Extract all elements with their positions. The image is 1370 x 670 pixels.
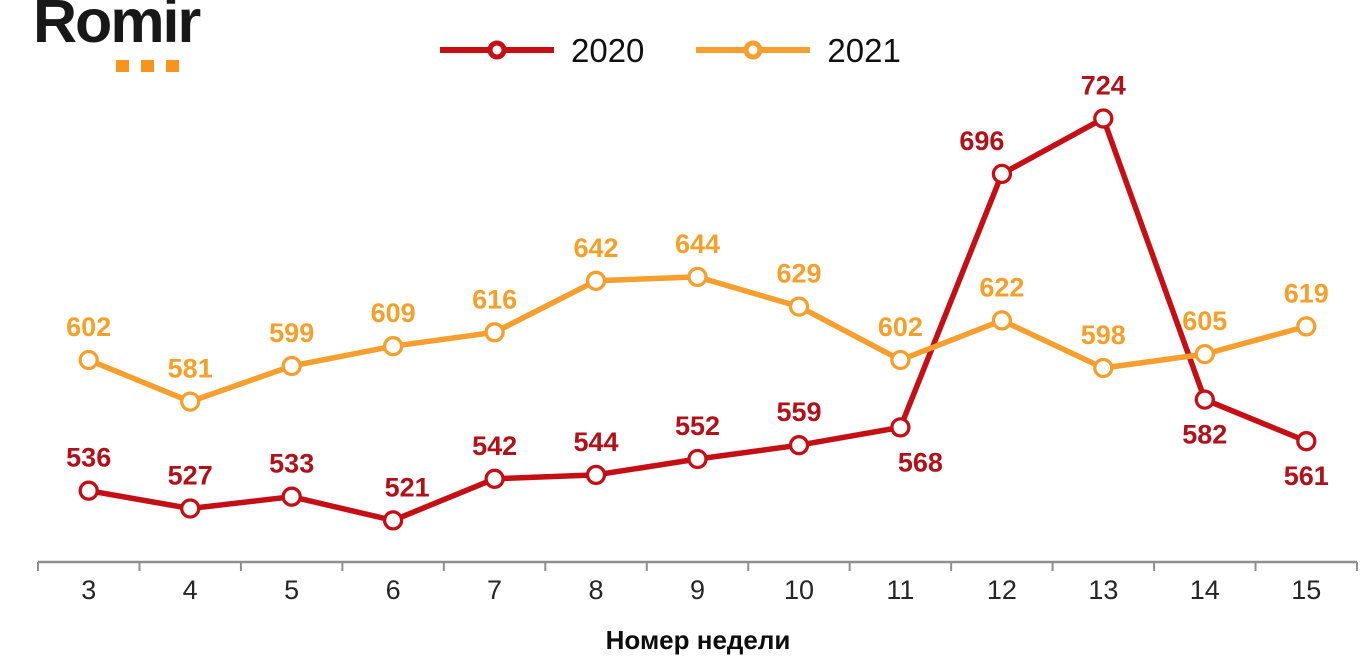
series-2020-marker bbox=[180, 498, 201, 519]
series-2020-marker bbox=[890, 417, 911, 438]
series-2020-marker bbox=[1194, 389, 1215, 410]
x-tick-label: 4 bbox=[183, 575, 198, 605]
legend-label-2021: 2021 bbox=[827, 31, 901, 69]
series-2021-marker bbox=[281, 355, 302, 377]
series-2021-data-label: 616 bbox=[472, 284, 517, 314]
series-2020-data-label: 696 bbox=[959, 126, 1004, 156]
series-2020-marker bbox=[78, 480, 99, 501]
series-2021-marker bbox=[78, 349, 99, 371]
series-2021-marker bbox=[1093, 357, 1114, 379]
series-2021-marker bbox=[687, 266, 708, 288]
series-2021-marker bbox=[484, 322, 505, 343]
legend-item-2020: 2020 bbox=[438, 33, 644, 67]
series-2021-data-label: 602 bbox=[878, 312, 923, 342]
x-tick-label: 9 bbox=[690, 575, 705, 605]
x-tick-label: 10 bbox=[784, 575, 814, 605]
logo-dot-icon bbox=[166, 60, 179, 72]
series-2021-marker bbox=[890, 349, 911, 371]
x-tick-label: 6 bbox=[386, 575, 401, 605]
x-tick-label: 12 bbox=[987, 575, 1017, 605]
series-2021-data-label: 622 bbox=[979, 272, 1024, 302]
series-2020-data-label: 724 bbox=[1081, 71, 1126, 101]
series-2021-data-label: 629 bbox=[776, 259, 821, 289]
series-2020-data-label: 582 bbox=[1182, 420, 1227, 450]
chart-legend: 2020 2021 bbox=[438, 33, 901, 67]
romir-logo-text: Romir bbox=[33, 0, 201, 55]
series-2021-marker bbox=[991, 310, 1013, 331]
x-tick-label: 11 bbox=[886, 575, 914, 605]
x-tick-label: 14 bbox=[1190, 575, 1220, 605]
series-2020-marker bbox=[687, 448, 708, 470]
series-2020-data-label: 533 bbox=[269, 449, 314, 479]
series-2021-data-label: 599 bbox=[269, 318, 314, 348]
legend-item-2021: 2021 bbox=[694, 31, 901, 69]
series-2020-data-label: 521 bbox=[385, 472, 430, 502]
series-2021-marker bbox=[1296, 316, 1317, 337]
series-2020-marker bbox=[382, 510, 404, 531]
series-2021-marker bbox=[788, 296, 810, 317]
legend-label-2020: 2020 bbox=[571, 31, 645, 69]
series-2020-data-label: 568 bbox=[898, 447, 943, 477]
series-2021-data-label: 619 bbox=[1284, 278, 1329, 308]
logo-dot-icon bbox=[141, 60, 154, 72]
logo-dot-icon bbox=[116, 60, 129, 72]
legend-line-marker-icon bbox=[696, 40, 811, 60]
series-2020-data-label: 552 bbox=[675, 411, 720, 441]
series-2020-marker bbox=[1296, 431, 1317, 452]
series-2020-data-label: 544 bbox=[573, 427, 618, 457]
series-2020-data-label: 542 bbox=[472, 431, 517, 461]
series-2021-data-label: 609 bbox=[371, 298, 416, 328]
x-axis-title: Номер недели bbox=[605, 625, 791, 655]
series-2021-marker bbox=[1194, 343, 1215, 365]
romir-logo-dots bbox=[116, 60, 179, 72]
series-2020-data-label: 536 bbox=[66, 443, 111, 473]
series-2021-marker bbox=[382, 336, 404, 357]
series-2020-data-label: 559 bbox=[776, 397, 821, 427]
series-2021-data-label: 642 bbox=[573, 233, 618, 263]
x-tick-label: 5 bbox=[284, 575, 299, 605]
series-2020-marker bbox=[281, 486, 302, 507]
series-2020-marker bbox=[484, 468, 505, 489]
series-2020-marker bbox=[585, 464, 607, 486]
series-2021-data-label: 605 bbox=[1182, 306, 1227, 336]
series-2020-data-label: 527 bbox=[168, 461, 213, 491]
x-tick-label: 8 bbox=[589, 575, 604, 605]
series-2021-data-label: 581 bbox=[168, 354, 213, 384]
x-tick-label: 13 bbox=[1088, 575, 1118, 605]
series-2021-data-label: 644 bbox=[675, 229, 720, 259]
legend-line-marker-icon bbox=[440, 40, 554, 60]
x-tick-label: 15 bbox=[1291, 575, 1321, 605]
x-tick-label: 3 bbox=[81, 575, 96, 605]
series-2021-data-label: 602 bbox=[66, 312, 111, 342]
romir-logo: Romir bbox=[33, 0, 201, 72]
series-2020-marker bbox=[788, 435, 810, 456]
x-tick-label: 7 bbox=[487, 575, 502, 605]
series-2020-data-label: 561 bbox=[1284, 461, 1329, 491]
series-2021-data-label: 598 bbox=[1081, 320, 1126, 350]
series-2020-marker bbox=[1093, 108, 1114, 129]
series-2021-marker bbox=[585, 270, 607, 291]
series-2021-marker bbox=[180, 391, 201, 412]
series-2020-marker bbox=[991, 163, 1013, 185]
